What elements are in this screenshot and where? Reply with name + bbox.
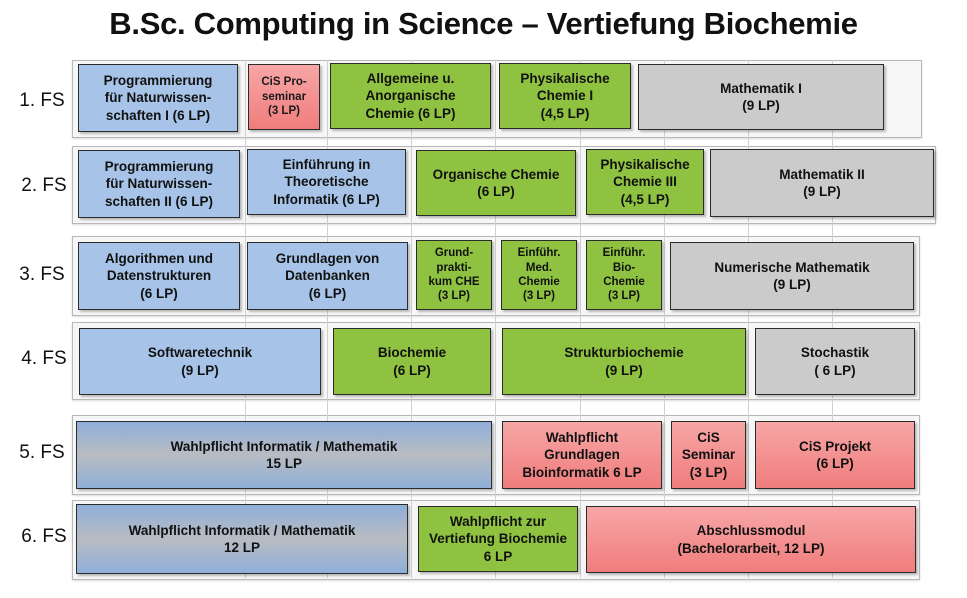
module-programmierung-2: Programmierung für Naturwissen- schaften… xyxy=(78,150,240,218)
module-algorithmen-datenstrukturen: Algorithmen und Datenstrukturen (6 LP) xyxy=(78,242,240,310)
module-organische-chemie: Organische Chemie (6 LP) xyxy=(416,150,576,216)
module-wahlpflicht-informatik-mathematik-12: Wahlpflicht Informatik / Mathematik 12 L… xyxy=(76,504,408,574)
module-theoretische-informatik: Einführung in Theoretische Informatik (6… xyxy=(247,149,406,215)
semester-label-5: 5. FS xyxy=(19,442,65,463)
grid-line xyxy=(832,60,833,578)
grid-line xyxy=(580,60,581,578)
module-einfuehrung-med-chemie: Einführ. Med. Chemie (3 LP) xyxy=(501,240,577,310)
module-cis-seminar: CiS Seminar (3 LP) xyxy=(671,421,746,489)
module-numerische-mathematik: Numerische Mathematik (9 LP) xyxy=(670,242,914,310)
module-wahlpflicht-bioinformatik: Wahlpflicht Grundlagen Bioinformatik 6 L… xyxy=(502,421,662,489)
page-title: B.Sc. Computing in Science – Vertiefung … xyxy=(109,6,858,41)
module-abschlussmodul: Abschlussmodul (Bachelorarbeit, 12 LP) xyxy=(586,506,916,573)
module-mathematik-1: Mathematik I (9 LP) xyxy=(638,64,884,130)
module-biochemie: Biochemie (6 LP) xyxy=(333,328,491,395)
grid-line xyxy=(411,60,412,578)
semester-label-1: 1. FS xyxy=(19,90,65,111)
module-wahlpflicht-vertiefung-biochemie: Wahlpflicht zur Vertiefung Biochemie 6 L… xyxy=(418,506,578,572)
semester-label-4: 4. FS xyxy=(21,348,67,369)
module-mathematik-2: Mathematik II (9 LP) xyxy=(710,149,934,217)
module-strukturbiochemie: Strukturbiochemie (9 LP) xyxy=(502,328,746,395)
module-cis-proseminar: CiS Pro- seminar (3 LP) xyxy=(248,64,320,130)
grid-line xyxy=(327,60,328,578)
module-stochastik: Stochastik ( 6 LP) xyxy=(755,328,915,395)
grid-line xyxy=(245,60,246,578)
module-allgemeine-anorganische-chemie: Allgemeine u. Anorganische Chemie (6 LP) xyxy=(330,63,491,129)
semester-label-6: 6. FS xyxy=(21,526,67,547)
module-physikalische-chemie-1: Physikalische Chemie I (4,5 LP) xyxy=(499,63,631,129)
module-cis-projekt: CiS Projekt (6 LP) xyxy=(755,421,915,489)
semester-label-2: 2. FS xyxy=(21,175,67,196)
grid-line xyxy=(664,60,665,578)
module-wahlpflicht-informatik-mathematik-15: Wahlpflicht Informatik / Mathematik 15 L… xyxy=(76,421,492,489)
module-datenbanken: Grundlagen von Datenbanken (6 LP) xyxy=(247,242,408,310)
grid-line xyxy=(495,60,496,578)
module-physikalische-chemie-3: Physikalische Chemie III (4,5 LP) xyxy=(586,149,704,215)
grid-line xyxy=(748,60,749,578)
module-programmierung-1: Programmierung für Naturwissen- schaften… xyxy=(78,64,238,132)
module-grundpraktikum-che: Grund- prakti- kum CHE (3 LP) xyxy=(416,240,492,310)
module-softwaretechnik: Softwaretechnik (9 LP) xyxy=(79,328,321,395)
semester-label-3: 3. FS xyxy=(19,264,65,285)
module-einfuehrung-biochemie: Einführ. Bio- Chemie (3 LP) xyxy=(586,240,662,310)
